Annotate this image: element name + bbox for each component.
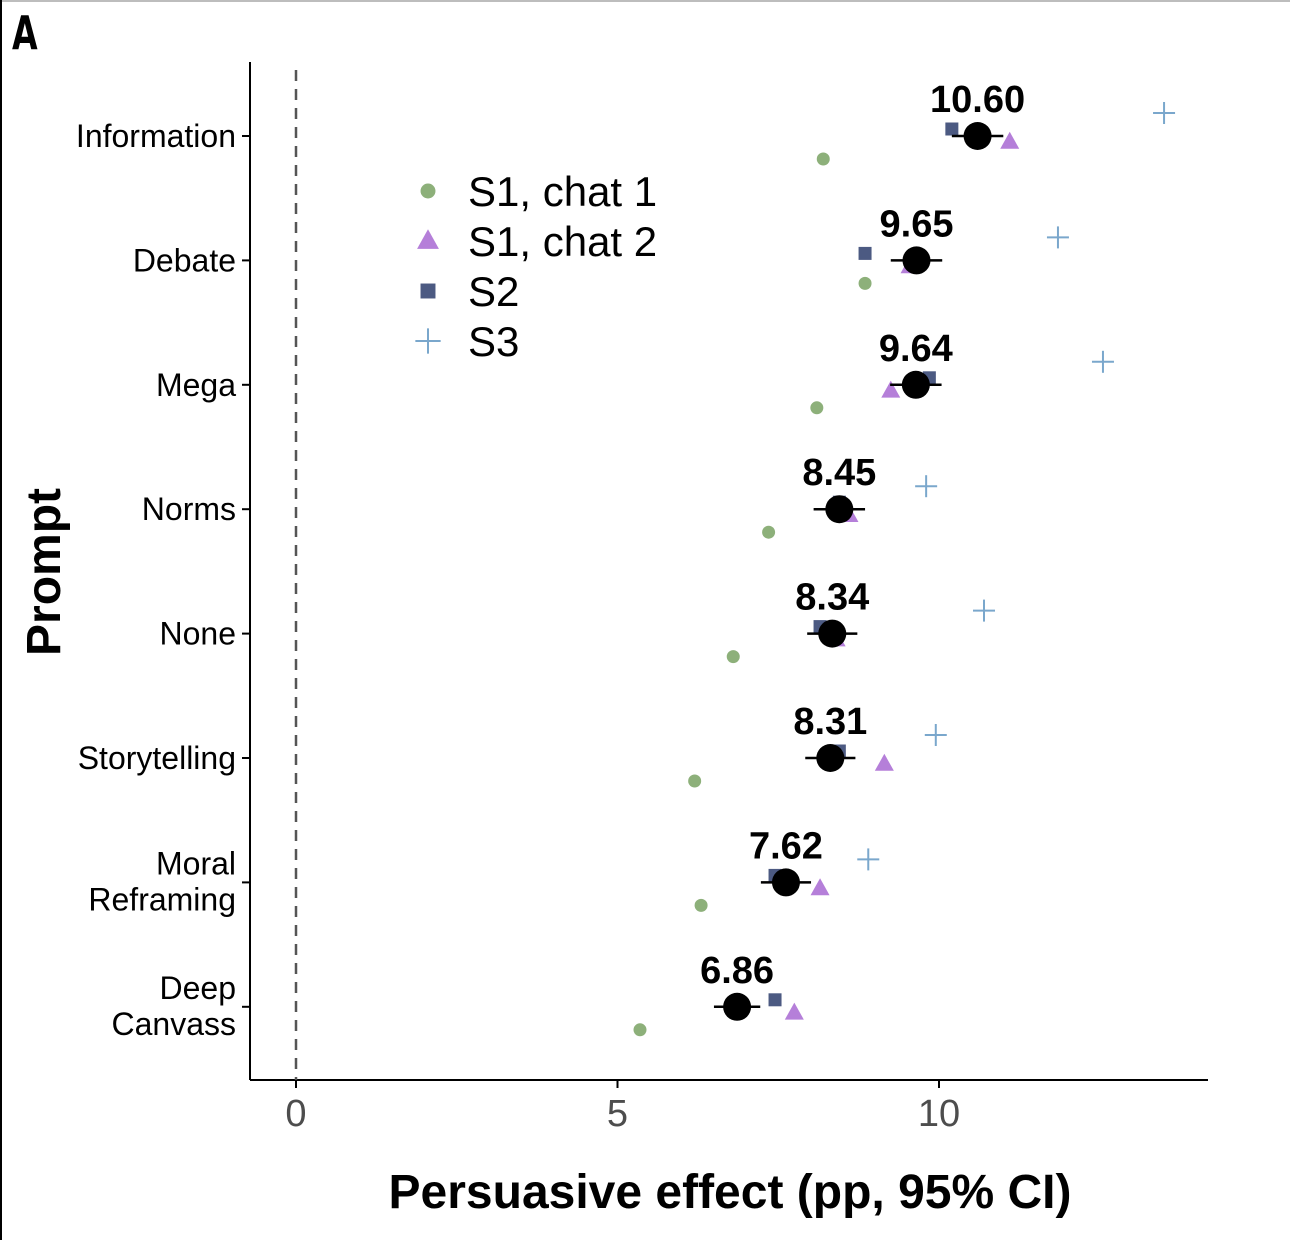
y-tick-label: None bbox=[160, 616, 237, 652]
pooled-estimate-dot bbox=[963, 122, 992, 150]
legend-item: S1, chat 1 bbox=[420, 168, 657, 215]
chart-marks: 10.60 9.65 9.64 8.45 8.34 8.31 7.62 6.86 bbox=[633, 79, 1176, 1037]
pooled-value-label: 7.62 bbox=[749, 825, 823, 867]
pooled-estimate-dot bbox=[902, 246, 931, 275]
point-triangle-s1-chat-2 bbox=[874, 753, 894, 771]
pooled-value-label: 9.64 bbox=[879, 328, 953, 370]
panel-label: A bbox=[12, 6, 38, 60]
legend-item: S3 bbox=[415, 318, 519, 365]
point-plus-s3 bbox=[1153, 102, 1176, 124]
y-tick-label: Norms bbox=[142, 491, 236, 527]
pooled-estimate-dot bbox=[723, 992, 752, 1021]
point-circle-s1-chat-1 bbox=[688, 774, 702, 788]
pooled-estimate-dot bbox=[825, 495, 854, 524]
point-circle-s1-chat-1 bbox=[694, 898, 708, 912]
y-tick-label: Moral Reframing bbox=[88, 845, 236, 917]
legend-key-square bbox=[420, 283, 436, 299]
point-square-s2 bbox=[858, 246, 872, 260]
point-plus-s3 bbox=[973, 599, 996, 622]
pooled-value-label: 8.45 bbox=[802, 452, 876, 494]
legend-label: S3 bbox=[468, 318, 519, 365]
point-circle-s1-chat-1 bbox=[762, 525, 776, 539]
point-triangle-s1-chat-2 bbox=[810, 878, 830, 896]
point-triangle-s1-chat-2 bbox=[1000, 131, 1020, 149]
x-tick-label: 10 bbox=[918, 1093, 960, 1135]
point-circle-s1-chat-1 bbox=[858, 276, 872, 290]
point-square-s2 bbox=[768, 993, 782, 1007]
y-tick-label: Information bbox=[76, 118, 236, 154]
pooled-estimate-dot bbox=[818, 619, 847, 648]
point-plus-s3 bbox=[1046, 226, 1069, 249]
y-tick-label-line: Reframing bbox=[88, 881, 236, 917]
legend-label: S1, chat 1 bbox=[468, 168, 657, 215]
point-circle-s1-chat-1 bbox=[726, 650, 740, 664]
y-tick-label-line: Canvass bbox=[112, 1006, 237, 1042]
pooled-estimate-dot bbox=[901, 370, 930, 399]
point-circle-s1-chat-1 bbox=[816, 152, 830, 166]
y-tick-label: Debate bbox=[133, 242, 236, 278]
legend-key-triangle bbox=[417, 229, 439, 249]
y-tick-label-line: Deep bbox=[160, 970, 237, 1006]
point-plus-s3 bbox=[924, 724, 947, 746]
point-square-s2 bbox=[945, 122, 959, 136]
y-tick-label: Storytelling bbox=[78, 740, 236, 776]
x-axis-title: Persuasive effect (pp, 95% CI) bbox=[389, 1166, 1072, 1219]
x-tick-label: 5 bbox=[607, 1093, 628, 1135]
legend-label: S2 bbox=[468, 268, 519, 315]
y-tick-label: Mega bbox=[156, 367, 236, 403]
pooled-value-label: 6.86 bbox=[700, 950, 774, 992]
point-plus-s3 bbox=[1091, 350, 1114, 373]
point-plus-s3 bbox=[915, 475, 938, 498]
pooled-value-label: 8.31 bbox=[793, 701, 867, 743]
pooled-value-label: 10.60 bbox=[930, 79, 1025, 121]
point-circle-s1-chat-1 bbox=[810, 401, 824, 415]
y-tick-label: Deep Canvass bbox=[112, 970, 237, 1042]
point-triangle-s1-chat-2 bbox=[784, 1002, 804, 1020]
legend-key-circle bbox=[420, 183, 436, 199]
pooled-value-label: 9.65 bbox=[880, 203, 954, 245]
point-circle-s1-chat-1 bbox=[633, 1023, 647, 1037]
point-triangle-s1-chat-2 bbox=[881, 380, 901, 398]
legend-item: S1, chat 2 bbox=[417, 218, 657, 265]
pooled-estimate-dot bbox=[771, 868, 800, 897]
y-axis-title: Prompt bbox=[18, 488, 71, 656]
point-plus-s3 bbox=[857, 848, 880, 871]
legend-key-plus bbox=[415, 328, 441, 354]
pooled-value-label: 8.34 bbox=[795, 577, 869, 619]
axes: 0 5 10 Information Debate Mega Norms None Storyt… bbox=[76, 62, 1208, 1135]
x-tick-label: 0 bbox=[285, 1093, 306, 1135]
legend-item: S2 bbox=[420, 268, 519, 315]
frame-left-border bbox=[0, 0, 2, 1240]
pooled-estimate-dot bbox=[816, 744, 845, 772]
frame-top-border bbox=[0, 0, 1290, 2]
y-tick-label-line: Moral bbox=[156, 845, 236, 881]
legend-label: S1, chat 2 bbox=[468, 218, 657, 265]
